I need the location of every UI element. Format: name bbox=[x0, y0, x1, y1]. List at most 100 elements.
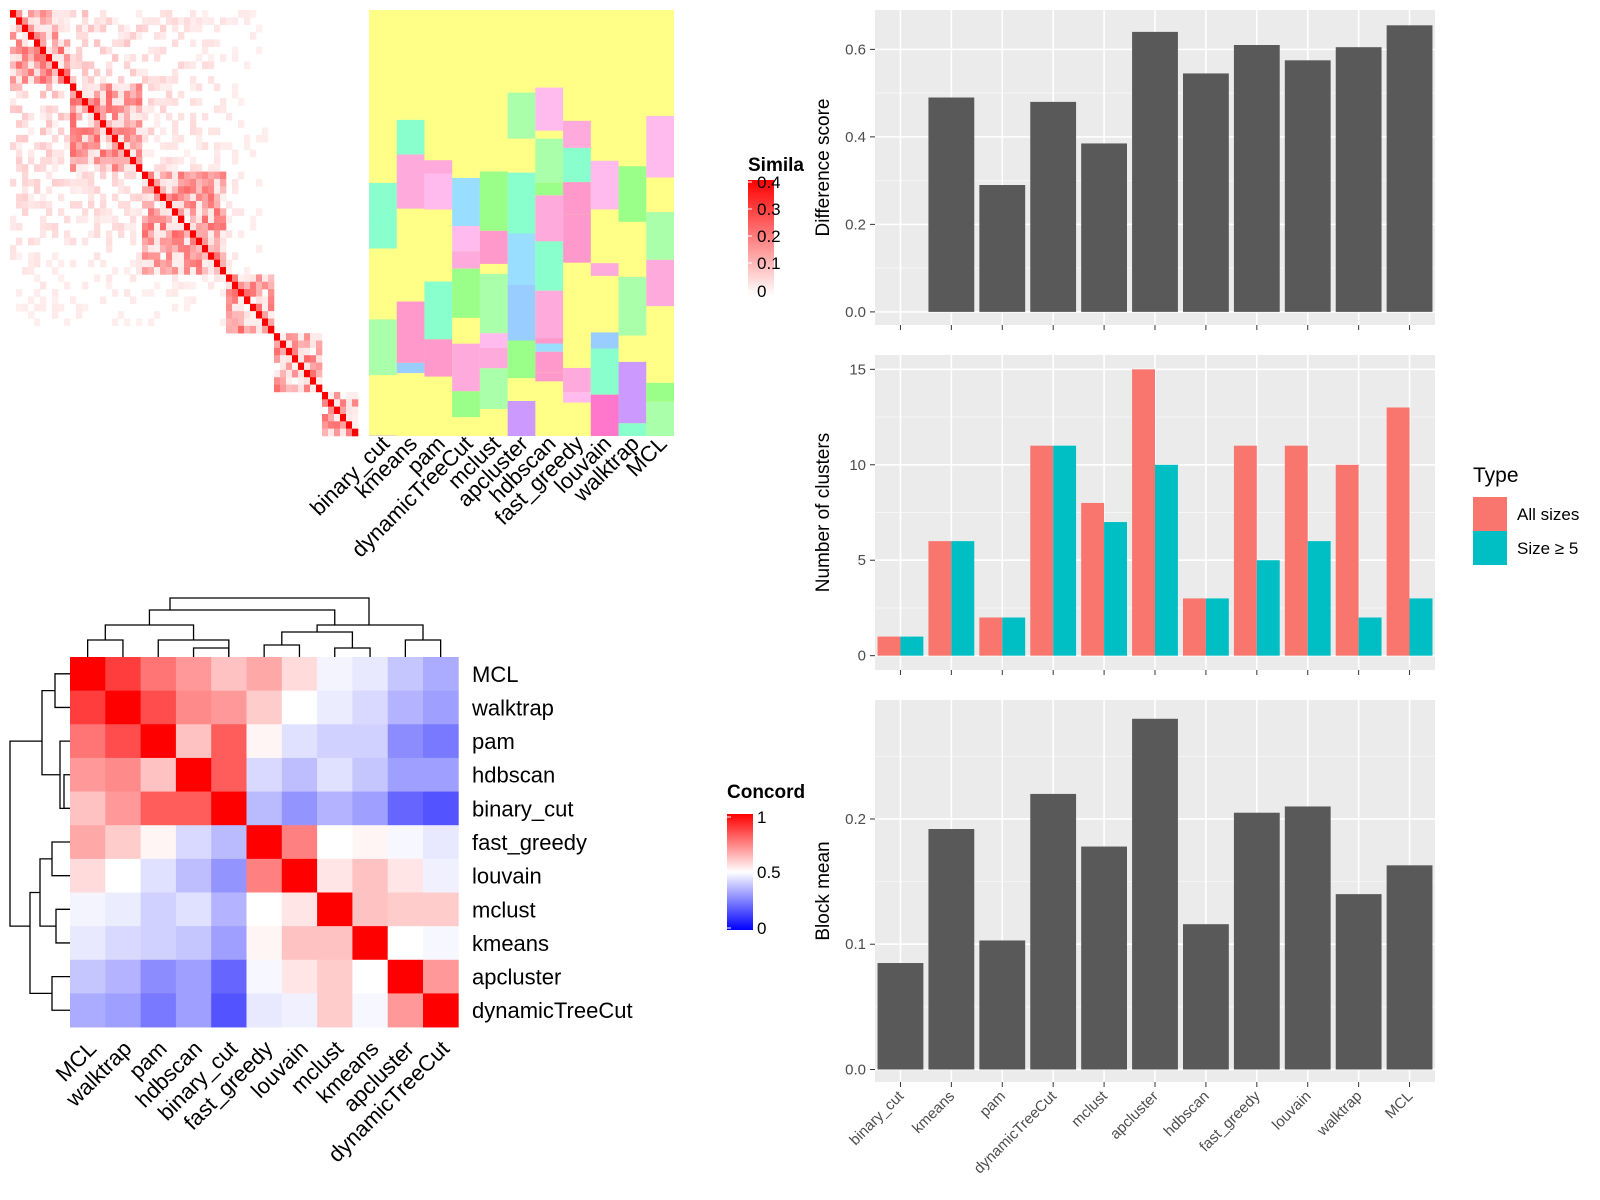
similarity-cell bbox=[214, 230, 221, 238]
similarity-cell bbox=[10, 76, 17, 84]
similarity-cell bbox=[40, 193, 47, 202]
similarity-cell bbox=[88, 61, 95, 70]
similarity-cell bbox=[106, 90, 113, 99]
similarity-cell bbox=[172, 178, 179, 187]
similarity-cell bbox=[112, 142, 119, 150]
dendrogram-branch bbox=[192, 647, 230, 657]
concordance-cell bbox=[175, 724, 212, 759]
similarity-cell bbox=[154, 98, 161, 106]
similarity-cell bbox=[220, 142, 227, 150]
concordance-cell bbox=[317, 757, 353, 792]
bar bbox=[877, 963, 924, 1070]
similarity-cell bbox=[100, 171, 107, 180]
similarity-cell bbox=[190, 156, 197, 165]
similarity-cell bbox=[160, 142, 167, 150]
similarity-cell bbox=[16, 193, 23, 202]
similarity-cell bbox=[142, 193, 149, 202]
membership-cell bbox=[424, 160, 453, 174]
similarity-cell bbox=[22, 267, 29, 275]
similarity-cell bbox=[106, 98, 113, 106]
similarity-cell bbox=[94, 230, 101, 238]
similarity-cell bbox=[52, 120, 59, 128]
similarity-cell bbox=[100, 208, 107, 216]
similarity-cell bbox=[10, 178, 17, 187]
concordance-legend-colorbar bbox=[727, 814, 753, 930]
similarity-cell bbox=[34, 68, 41, 77]
similarity-cell bbox=[226, 296, 233, 305]
similarity-cell bbox=[178, 230, 185, 238]
similarity-cell bbox=[52, 223, 59, 231]
concordance-cell bbox=[175, 959, 212, 994]
concordance-cell bbox=[387, 858, 424, 893]
legend-label-all-sizes: All sizes bbox=[1517, 505, 1579, 524]
similarity-cell bbox=[112, 17, 119, 25]
similarity-cell bbox=[160, 186, 167, 194]
similarity-cell bbox=[82, 10, 89, 18]
similarity-cell bbox=[58, 303, 65, 312]
concordance-cell bbox=[211, 892, 247, 927]
similarity-cell bbox=[178, 32, 185, 40]
similarity-cell bbox=[208, 281, 215, 290]
similarity-cell bbox=[328, 421, 335, 429]
similarity-cell bbox=[112, 318, 119, 327]
similarity-cell bbox=[82, 178, 89, 187]
similarity-cell bbox=[172, 237, 179, 246]
similarity-cell bbox=[226, 325, 233, 334]
similarity-legend-colorbar bbox=[748, 180, 774, 296]
concordance-cell bbox=[211, 791, 247, 826]
dendrogram-branch bbox=[55, 908, 70, 944]
similarity-cell bbox=[118, 311, 125, 319]
similarity-cell bbox=[316, 333, 323, 341]
similarity-cell bbox=[154, 178, 161, 187]
similarity-cell bbox=[40, 223, 47, 231]
similarity-cell bbox=[46, 186, 53, 194]
concordance-cell bbox=[175, 791, 212, 826]
concordance-cell bbox=[175, 757, 212, 792]
similarity-cell bbox=[100, 134, 107, 143]
similarity-cell bbox=[52, 267, 59, 275]
similarity-cell bbox=[130, 112, 137, 121]
concordance-cell bbox=[317, 690, 353, 725]
similarity-cell bbox=[94, 68, 101, 77]
membership-cell bbox=[396, 119, 425, 155]
similarity-cell bbox=[172, 142, 179, 150]
membership-cell bbox=[507, 285, 536, 341]
similarity-cell bbox=[52, 76, 59, 84]
similarity-cell bbox=[334, 406, 341, 415]
similarity-cell bbox=[172, 127, 179, 136]
similarity-cell bbox=[112, 289, 119, 297]
similarity-cell bbox=[94, 83, 101, 92]
similarity-cell bbox=[40, 164, 47, 172]
similarity-cell bbox=[166, 230, 173, 238]
dendrogram-branch bbox=[404, 639, 442, 657]
similarity-cell bbox=[142, 105, 149, 114]
similarity-cell bbox=[244, 134, 251, 143]
bar bbox=[1335, 47, 1382, 312]
similarity-cell bbox=[34, 259, 41, 268]
similarity-cell bbox=[322, 428, 329, 437]
similarity-cell bbox=[190, 83, 197, 92]
similarity-cell bbox=[58, 68, 65, 77]
similarity-cell bbox=[82, 32, 89, 40]
similarity-cell bbox=[166, 83, 173, 92]
membership-cell bbox=[507, 401, 536, 436]
concordance-cell bbox=[175, 892, 212, 927]
similarity-cell bbox=[22, 68, 29, 77]
similarity-cell bbox=[28, 46, 35, 55]
similarity-cell bbox=[208, 200, 215, 209]
similarity-cell bbox=[316, 362, 323, 371]
similarity-cell bbox=[154, 208, 161, 216]
similarity-cell bbox=[46, 83, 53, 92]
similarity-cell bbox=[118, 112, 125, 121]
similarity-cell bbox=[166, 98, 173, 106]
similarity-cell bbox=[208, 164, 215, 172]
concordance-cell bbox=[246, 959, 283, 994]
membership-cell bbox=[590, 160, 619, 210]
similarity-cell bbox=[196, 127, 203, 136]
similarity-cell bbox=[166, 164, 173, 172]
membership-cell bbox=[535, 372, 564, 382]
similarity-cell bbox=[208, 54, 215, 62]
similarity-cell bbox=[82, 171, 89, 180]
similarity-cell bbox=[238, 10, 245, 18]
similarity-cell bbox=[10, 24, 17, 33]
